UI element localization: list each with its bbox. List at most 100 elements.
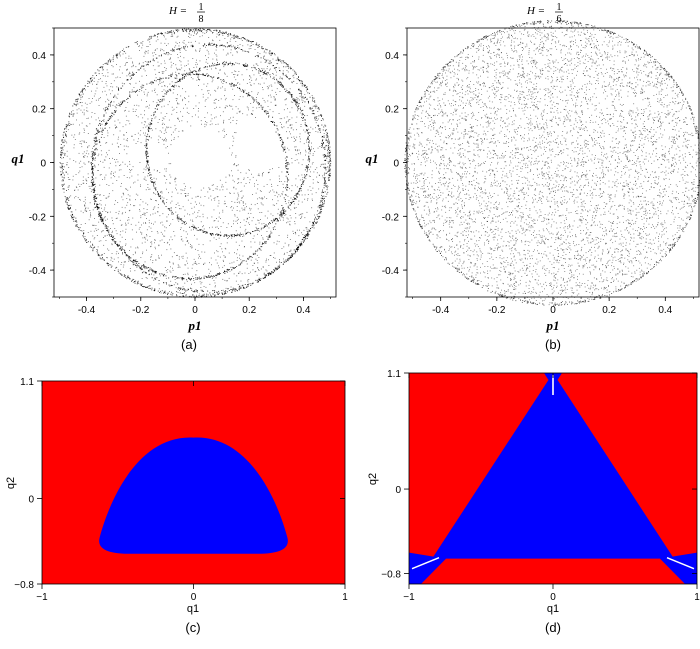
point	[102, 219, 104, 221]
point	[310, 228, 311, 230]
point	[163, 282, 165, 283]
point	[173, 137, 175, 139]
point	[213, 220, 215, 222]
point	[176, 80, 178, 82]
point	[225, 248, 227, 250]
point	[200, 289, 202, 291]
point	[321, 146, 323, 148]
point	[185, 30, 187, 32]
point	[99, 184, 101, 186]
point	[286, 70, 288, 71]
point	[139, 134, 141, 136]
point	[127, 276, 129, 278]
point	[110, 259, 112, 261]
point	[95, 141, 97, 142]
point	[254, 55, 256, 57]
point	[93, 180, 95, 182]
point	[130, 77, 132, 79]
point	[284, 181, 286, 183]
point	[146, 75, 147, 76]
point	[192, 219, 193, 221]
point	[144, 93, 145, 95]
point	[326, 187, 328, 189]
point	[257, 52, 259, 54]
point	[145, 140, 147, 142]
point	[185, 193, 187, 194]
point	[184, 98, 186, 99]
point	[320, 207, 322, 209]
point	[168, 58, 170, 60]
point	[203, 74, 205, 75]
point	[205, 232, 207, 234]
point	[221, 248, 223, 250]
point	[164, 85, 165, 87]
point	[152, 213, 154, 215]
point	[163, 292, 165, 294]
point	[225, 31, 227, 33]
point	[301, 186, 302, 187]
point	[328, 143, 330, 145]
point	[112, 220, 113, 221]
point	[328, 140, 330, 142]
point	[111, 100, 112, 102]
point	[305, 149, 306, 151]
point	[161, 72, 163, 74]
point	[291, 117, 293, 119]
point	[298, 247, 299, 249]
point	[324, 160, 326, 161]
point	[215, 67, 217, 69]
point	[209, 43, 211, 45]
point	[114, 228, 116, 229]
point	[129, 250, 130, 251]
point	[151, 241, 153, 243]
point	[208, 268, 210, 270]
point	[246, 40, 248, 42]
point	[128, 217, 130, 218]
point	[213, 293, 214, 295]
point	[324, 130, 326, 132]
point	[278, 194, 280, 196]
point	[292, 69, 294, 71]
point	[323, 133, 325, 134]
point	[307, 232, 308, 234]
point	[128, 210, 130, 212]
point	[286, 181, 288, 183]
point	[92, 243, 93, 245]
point	[100, 66, 102, 68]
point	[166, 91, 168, 93]
point	[145, 272, 146, 274]
point	[143, 212, 145, 214]
point	[166, 45, 167, 46]
point	[211, 226, 213, 228]
point	[130, 260, 132, 262]
point	[182, 255, 184, 257]
point	[134, 281, 136, 283]
point	[201, 31, 202, 32]
point	[321, 163, 323, 165]
point	[146, 159, 148, 161]
point	[168, 277, 170, 279]
point	[251, 91, 253, 93]
point	[157, 122, 159, 123]
point	[272, 78, 274, 80]
point	[276, 261, 277, 263]
point	[142, 66, 144, 67]
point	[324, 177, 326, 179]
point	[94, 202, 96, 204]
point	[190, 41, 192, 43]
point	[182, 274, 184, 275]
point	[322, 139, 323, 141]
point	[96, 235, 98, 236]
point	[294, 149, 296, 151]
point	[104, 176, 106, 178]
point	[156, 94, 158, 96]
point	[306, 125, 308, 127]
point	[291, 253, 292, 255]
point	[146, 209, 148, 210]
point	[109, 162, 111, 164]
point	[97, 155, 99, 157]
point	[177, 118, 179, 120]
point	[189, 29, 191, 31]
point	[98, 70, 100, 72]
point	[164, 60, 165, 62]
